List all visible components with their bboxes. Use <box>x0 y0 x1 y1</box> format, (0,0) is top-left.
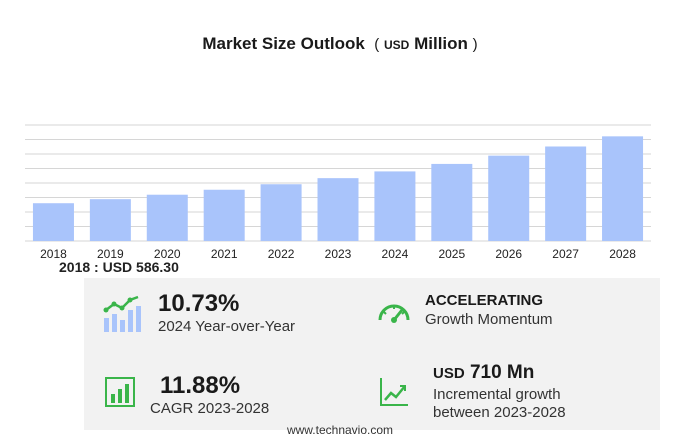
x-tick-label: 2019 <box>97 247 124 261</box>
cagr-value: 11.88% <box>160 372 241 399</box>
chart-title: Market Size Outlook ( USD Million ) <box>0 34 680 54</box>
x-tick-label: 2024 <box>382 247 409 261</box>
incremental-currency: USD <box>433 365 465 382</box>
stats-panel: 10.73% 2024 Year-over-Year ACCELERATING … <box>84 278 660 430</box>
momentum-head: ACCELERATING <box>425 292 544 309</box>
yoy-value: 10.73% <box>158 290 240 317</box>
bar-2026 <box>488 155 530 241</box>
bar-2020 <box>146 194 188 241</box>
x-tick-label: 2027 <box>552 247 579 261</box>
incremental-stat: USD 710 Mn Incremental growth between 20… <box>433 362 566 422</box>
title-unit-word: Million <box>414 34 468 53</box>
x-tick-label: 2022 <box>268 247 295 261</box>
cagr-stat: 11.88% CAGR 2023-2028 <box>150 372 269 418</box>
incremental-label-1: Incremental growth <box>433 386 561 403</box>
x-tick-label: 2021 <box>211 247 238 261</box>
x-tick-label: 2023 <box>325 247 352 261</box>
title-unit-close: ) <box>472 36 478 53</box>
title-unit-open: ( <box>374 36 380 53</box>
bar-2023 <box>317 178 359 241</box>
growth-chart-icon <box>105 377 135 407</box>
bar-chart: 2018 2019 2020 2021 2022 2023 2024 2025 2026 2027… <box>25 124 651 261</box>
incremental-value: USD 710 Mn <box>433 362 566 384</box>
base-year-label: 2018 : USD 586.30 <box>59 259 179 275</box>
x-tick-label: 2028 <box>609 247 636 261</box>
bar-2022 <box>260 184 302 241</box>
cagr-label: CAGR 2023-2028 <box>150 400 270 417</box>
bar-chart-trend-icon <box>103 295 141 332</box>
bar-2028 <box>602 136 644 241</box>
bar-2019 <box>89 199 131 241</box>
x-tick-label: 2025 <box>438 247 465 261</box>
incremental-label-2: between 2023-2028 <box>433 404 566 421</box>
speedometer-icon <box>378 304 410 323</box>
momentum-label: Growth Momentum <box>425 311 553 328</box>
momentum-stat: ACCELERATING Growth Momentum <box>425 292 553 329</box>
yoy-stat: 10.73% 2024 Year-over-Year <box>158 290 295 336</box>
footer-url: www.technavio.com <box>286 423 394 437</box>
bar-2025 <box>431 163 473 241</box>
incremental-amount: 710 Mn <box>469 362 535 383</box>
title-unit-currency: USD <box>384 38 410 52</box>
bar-2018 <box>32 203 74 241</box>
x-tick-label: 2026 <box>495 247 522 261</box>
bar-2027 <box>545 146 587 241</box>
bar-2021 <box>203 189 245 241</box>
title-main: Market Size Outlook <box>202 34 365 53</box>
x-tick-label: 2018 <box>40 247 67 261</box>
bar-2024 <box>374 171 416 241</box>
line-trend-icon <box>380 378 408 406</box>
x-tick-label: 2020 <box>154 247 181 261</box>
yoy-label: 2024 Year-over-Year <box>158 318 296 335</box>
